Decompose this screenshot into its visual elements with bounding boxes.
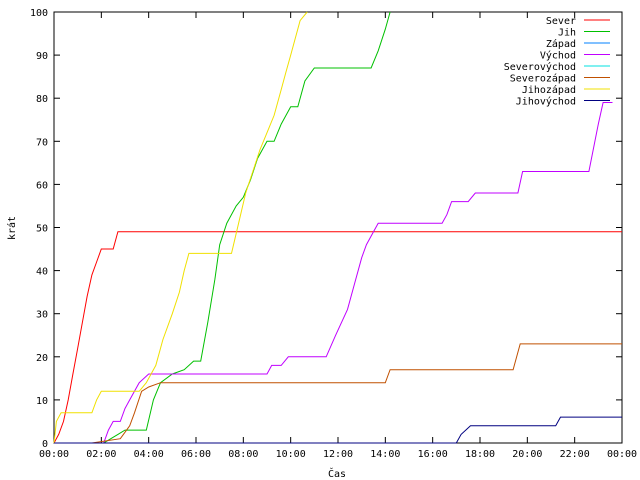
x-tick-label: 08:00 (228, 449, 258, 460)
y-tick-label: 80 (36, 94, 48, 105)
legend-label: Jihovýchod (516, 96, 576, 108)
x-tick-label: 12:00 (323, 449, 353, 460)
x-tick-label: 00:00 (607, 449, 637, 460)
series-line-jihozápad (53, 11, 308, 444)
y-tick-label: 20 (36, 353, 48, 364)
legend-label: Západ (546, 38, 576, 50)
x-tick-label: 22:00 (560, 449, 590, 460)
series-line-východ (54, 102, 613, 444)
axis-ticks: 00:00 02:00 04:00 06:00 08:00 10:00 12:00 14:00… (30, 8, 637, 460)
series-line-jihovýchod (54, 416, 622, 444)
series-line-jih (54, 11, 391, 444)
x-axis-label: Čas (328, 467, 346, 480)
x-tick-label: 00:00 (39, 449, 69, 460)
x-tick-label: 10:00 (276, 449, 306, 460)
x-tick-label: 20:00 (512, 449, 542, 460)
y-tick-label: 0 (42, 439, 48, 450)
y-tick-label: 60 (36, 180, 48, 191)
legend-label: Východ (540, 50, 576, 62)
x-tick-label: 06:00 (181, 449, 211, 460)
x-tick-label: 14:00 (370, 449, 400, 460)
x-tick-label: 16:00 (418, 449, 448, 460)
y-tick-label: 30 (36, 310, 48, 321)
y-tick-label: 40 (36, 267, 48, 278)
series-line-severozápad (54, 343, 622, 444)
y-tick-label: 100 (30, 8, 48, 19)
y-tick-label: 10 (36, 396, 48, 407)
legend-label: Jih (558, 28, 576, 39)
y-tick-label: 90 (36, 51, 48, 62)
x-tick-label: 04:00 (134, 449, 164, 460)
series-layer (53, 11, 622, 444)
series-line-sever (53, 231, 622, 444)
legend-label: Severovýchod (504, 61, 576, 73)
y-axis-label: krát (6, 216, 18, 240)
legend: SeverJihZápadVýchodSeverovýchodSeverozáp… (504, 16, 610, 108)
y-tick-label: 70 (36, 137, 48, 148)
legend-label: Jihozápad (522, 84, 576, 96)
x-tick-label: 02:00 (86, 449, 116, 460)
legend-label: Severozápad (510, 73, 576, 85)
x-tick-label: 18:00 (465, 449, 495, 460)
legend-label: Sever (546, 16, 576, 27)
y-tick-label: 50 (36, 224, 48, 235)
